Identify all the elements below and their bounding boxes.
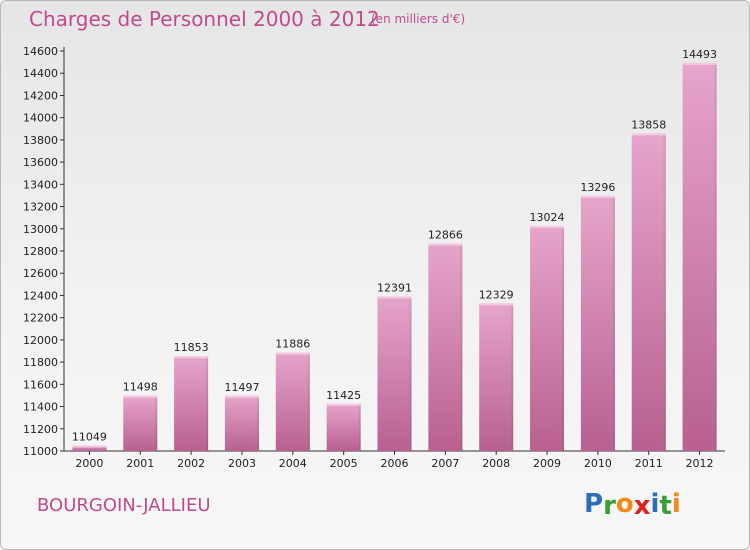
data-label-2010: 13296 (580, 181, 615, 194)
value-labels: 11049 11498 11853 11497 11886 11425 12391 12866… (72, 48, 717, 444)
bar-shade-2005 (326, 403, 361, 451)
data-label-2000: 11049 (72, 431, 107, 444)
y-tick-label: 12800 (23, 245, 58, 258)
data-label-2003: 11497 (224, 381, 259, 394)
chart-title: Charges de Personnel 2000 à 2012 (29, 7, 380, 31)
x-tick-label: 2006 (381, 457, 409, 470)
y-tick-label: 11200 (23, 423, 58, 436)
chart-subtitle: (en milliers d'€) (371, 12, 466, 26)
y-tick-label: 12200 (23, 312, 58, 325)
x-tick-label: 2002 (177, 457, 205, 470)
y-tick-label: 11000 (23, 445, 58, 458)
bar-top-2006 (377, 296, 412, 299)
bar-shade-2006 (377, 296, 412, 451)
logo-letter: i (650, 489, 660, 519)
axes: 11000 11200 11400 11600 11800 12000 12200 12400… (23, 45, 725, 470)
bar-shade-2007 (428, 243, 463, 451)
y-tick-label: 14200 (23, 89, 58, 102)
bar-top-2011 (631, 133, 666, 136)
y-tick-label: 11400 (23, 401, 58, 414)
bar-shade-2008 (479, 303, 514, 451)
logo-letter: o (615, 489, 634, 519)
data-label-2009: 13024 (530, 211, 565, 224)
logo-letter: P (584, 489, 604, 519)
data-label-2001: 11498 (123, 381, 158, 394)
x-tick-label: 2011 (635, 457, 663, 470)
bar-shade-2000 (72, 445, 107, 451)
bar-shade-2004 (275, 352, 310, 451)
bar-top-2003 (224, 395, 259, 398)
logo-letter: i (671, 489, 681, 519)
x-tick-label: 2008 (482, 457, 510, 470)
bar-top-2001 (123, 395, 158, 398)
x-tick-label: 2009 (533, 457, 561, 470)
x-tick-label: 2004 (279, 457, 307, 470)
y-tick-label: 14400 (23, 67, 58, 80)
bar-top-2008 (479, 303, 514, 306)
data-label-2004: 11886 (275, 338, 310, 351)
proxiti-logo: Proxiti (584, 489, 681, 521)
x-tick-label: 2007 (431, 457, 459, 470)
y-tick-label: 13800 (23, 134, 58, 147)
y-tick-label: 12000 (23, 334, 58, 347)
bar-top-2002 (174, 356, 209, 359)
y-tick-label: 13400 (23, 178, 58, 191)
bar-top-2012 (682, 62, 717, 65)
bar-top-2004 (275, 352, 310, 355)
x-tick-label: 2001 (126, 457, 154, 470)
data-label-2002: 11853 (174, 341, 209, 354)
bar-shade-2009 (530, 226, 565, 451)
data-label-2007: 12866 (428, 229, 463, 242)
data-label-2008: 12329 (479, 288, 514, 301)
y-tick-label: 11800 (23, 356, 58, 369)
x-tick-label: 2000 (75, 457, 103, 470)
data-label-2006: 12391 (377, 281, 412, 294)
data-label-2005: 11425 (326, 389, 361, 402)
bar-top-2010 (580, 195, 615, 198)
data-label-2012: 14493 (682, 48, 717, 61)
x-tick-label: 2010 (584, 457, 612, 470)
data-label-2011: 13858 (631, 118, 666, 131)
y-tick-label: 13000 (23, 223, 58, 236)
y-tick-label: 12600 (23, 267, 58, 280)
y-tick-label: 14000 (23, 112, 58, 125)
bars (72, 62, 717, 452)
city-name: BOURGOIN-JALLIEU (37, 495, 211, 516)
logo-letter: r (603, 491, 616, 521)
bar-shade-2010 (580, 195, 615, 451)
bar-shade-2003 (224, 395, 259, 451)
bar-shade-2012 (682, 62, 717, 452)
y-tick-label: 11600 (23, 378, 58, 391)
x-tick-label: 2012 (686, 457, 714, 470)
bar-shade-2001 (123, 395, 158, 451)
bar-top-2000 (72, 445, 107, 448)
logo-letter: t (659, 491, 672, 521)
y-tick-label: 14600 (23, 45, 58, 58)
y-tick-label: 12400 (23, 289, 58, 302)
bar-shade-2002 (174, 356, 209, 451)
y-tick-label: 13600 (23, 156, 58, 169)
bar-shade-2011 (631, 133, 666, 451)
bar-top-2007 (428, 243, 463, 246)
logo-letter: x (633, 491, 651, 521)
bar-top-2009 (530, 226, 565, 229)
x-tick-label: 2003 (228, 457, 256, 470)
bar-top-2005 (326, 403, 361, 406)
y-tick-label: 13200 (23, 201, 58, 214)
x-tick-label: 2005 (330, 457, 358, 470)
